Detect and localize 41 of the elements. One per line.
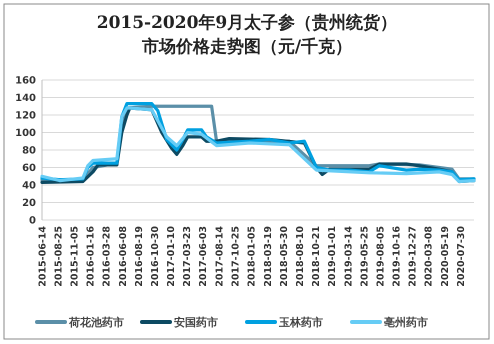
x-tick-label: 2019-03-14 xyxy=(343,226,354,287)
x-tick-label: 2017-01-10 xyxy=(166,226,178,287)
x-tick-label: 2018-03-19 xyxy=(262,226,274,287)
legend-label: 亳州药市 xyxy=(384,316,428,329)
x-tick-label: 2020-05-19 xyxy=(440,226,451,287)
y-tick-label: 140 xyxy=(15,93,36,104)
x-tick-label: 2019-01-01 xyxy=(327,226,338,287)
y-tick-label: 20 xyxy=(22,198,36,209)
x-tick-label: 2018-10-21 xyxy=(311,226,322,287)
x-tick-label: 2020-07-30 xyxy=(456,226,467,287)
x-tick-label: 2015-11-05 xyxy=(70,226,81,287)
x-tick-label: 2017-06-03 xyxy=(198,226,210,287)
x-tick-label: 2015-06-14 xyxy=(37,226,48,287)
legend-label: 玉林药市 xyxy=(278,316,323,329)
x-tick-label: 2019-10-16 xyxy=(392,226,403,287)
x-tick-label: 2018-08-10 xyxy=(295,226,306,287)
x-tick-label: 2015-08-25 xyxy=(53,226,64,287)
legend-label: 荷花池药市 xyxy=(68,316,124,329)
x-tick-label: 2020-03-08 xyxy=(424,226,435,287)
x-tick-label: 2017-10-25 xyxy=(230,226,242,287)
x-tick-label: 2019-08-05 xyxy=(375,226,386,287)
x-tick-label: 2019-12-27 xyxy=(408,226,419,287)
y-tick-label: 100 xyxy=(15,128,36,139)
y-tick-label: 40 xyxy=(22,180,36,192)
x-tick-label: 2017-03-23 xyxy=(182,226,194,287)
x-tick-label: 2018-01-05 xyxy=(246,226,258,287)
y-tick-label: 120 xyxy=(15,110,36,122)
x-tick-label: 2016-03-28 xyxy=(102,226,113,287)
x-tick-label: 2017-08-14 xyxy=(214,226,226,287)
x-tick-label: 2016-06-08 xyxy=(118,226,129,287)
y-tick-label: 0 xyxy=(29,216,36,226)
x-tick-label: 2016-08-19 xyxy=(134,226,145,287)
legend-label: 安国药市 xyxy=(174,316,218,329)
y-tick-label: 160 xyxy=(15,76,36,86)
x-tick-label: 2019-05-25 xyxy=(359,226,370,287)
y-tick-label: 60 xyxy=(22,163,36,174)
x-tick-label: 2016-10-30 xyxy=(150,226,161,287)
x-tick-label: 2018-05-30 xyxy=(278,226,290,287)
x-tick-label: 2016-01-16 xyxy=(86,226,97,287)
y-tick-label: 80 xyxy=(22,146,36,156)
chart-title: 2015-2020年9月太子参（贵州统货）市场价格走势图（元/千克） xyxy=(96,13,398,57)
